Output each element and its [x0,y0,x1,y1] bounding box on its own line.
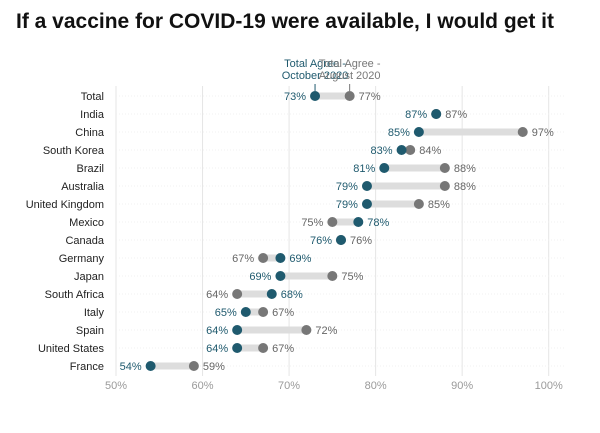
point-october-2020 [310,91,321,101]
data-label-october: 64% [206,325,228,337]
point-august-2020 [405,145,416,155]
point-august-2020 [344,91,355,101]
x-tick-label: 90% [451,380,473,392]
data-label-october: 65% [215,307,237,319]
legend-october-label: October 2020 [282,70,349,82]
category-label: Australia [61,181,105,193]
point-august-2020 [258,253,269,263]
point-october-2020 [240,307,251,317]
data-label-october: 68% [281,289,303,301]
point-august-2020 [327,271,338,281]
data-label-october: 79% [336,199,358,211]
category-label: India [80,109,105,121]
point-august-2020 [439,181,450,191]
legend-october-label: Total Agree - [284,58,346,70]
point-october-2020 [431,109,442,119]
category-label: Spain [76,325,104,337]
category-axis: Total India China South Korea Brazil Australi… [26,91,105,373]
data-label-august: 64% [206,289,228,301]
point-october-2020 [232,325,243,335]
data-label-october: 79% [336,181,358,193]
data-label-august: 72% [315,325,337,337]
point-october-2020 [232,343,243,353]
data-label-august: 59% [203,361,225,373]
x-axis: 50% 60% 70% 80% 90% 100% [105,380,563,392]
x-tick-label: 80% [365,380,387,392]
category-label: South Africa [45,289,105,301]
point-october-2020 [396,145,407,155]
data-label-october: 76% [310,235,332,247]
category-label: South Korea [43,145,105,157]
data-label-august: 67% [272,307,294,319]
point-layer [145,91,528,371]
legend-august-label: August 2020 [319,70,381,82]
point-october-2020 [413,127,424,137]
point-october-2020 [266,289,277,299]
data-label-october: 64% [206,343,228,355]
data-label-layer: 73% 77% 87% 87% 85% 97% 83% 84% 81% 88% 79% 88% 79% 8… [120,91,554,373]
data-label-august: 97% [532,127,554,139]
data-label-october: 73% [284,91,306,103]
data-label-august: 75% [301,217,323,229]
x-tick-label: 60% [192,380,214,392]
point-october-2020 [379,163,390,173]
point-october-2020 [361,199,372,209]
point-august-2020 [258,343,269,353]
point-august-2020 [301,325,312,335]
data-label-august: 88% [454,163,476,175]
chart-title: If a vaccine for COVID-19 were available… [16,10,555,33]
data-label-october: 81% [353,163,375,175]
point-august-2020 [258,307,269,317]
data-label-august: 75% [341,271,363,283]
point-october-2020 [145,361,156,371]
point-october-2020 [275,271,286,281]
x-tick-label: 50% [105,380,127,392]
x-tick-label: 70% [278,380,300,392]
data-label-august: 67% [272,343,294,355]
data-label-october: 69% [289,253,311,265]
data-label-october: 87% [405,109,427,121]
data-label-october: 78% [367,217,389,229]
category-label: United States [38,343,105,355]
point-october-2020 [336,235,346,245]
data-label-august: 84% [419,145,441,157]
category-label: Japan [74,271,104,283]
point-october-2020 [275,253,286,263]
data-label-august: 76% [350,235,372,247]
category-label: Total [81,91,104,103]
category-label: Germany [59,253,105,265]
data-label-august: 87% [445,109,467,121]
point-august-2020 [188,361,199,371]
point-august-2020 [232,289,243,299]
category-label: Mexico [69,217,104,229]
point-august-2020 [517,127,528,137]
data-label-october: 85% [388,127,410,139]
point-august-2020 [413,199,424,209]
category-label: Canada [65,235,104,247]
data-label-august: 77% [359,91,381,103]
legend-august-label: Total Agree - [319,58,381,70]
point-october-2020 [353,217,364,227]
point-august-2020 [439,163,450,173]
category-label: France [70,361,104,373]
data-label-august: 67% [232,253,254,265]
data-label-october: 54% [120,361,142,373]
data-label-august: 88% [454,181,476,193]
x-tick-label: 100% [535,380,563,392]
category-label: China [75,127,105,139]
category-label: United Kingdom [26,199,104,211]
data-label-october: 69% [249,271,271,283]
category-label: Italy [84,307,105,319]
category-label: Brazil [76,163,104,175]
point-october-2020 [361,181,372,191]
data-label-october: 83% [371,145,393,157]
point-august-2020 [327,217,338,227]
data-label-august: 85% [428,199,450,211]
